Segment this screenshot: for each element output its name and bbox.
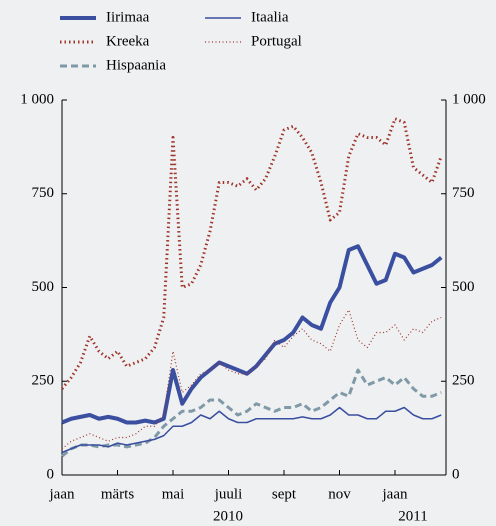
x-tick-label: märts <box>101 486 134 502</box>
series-line <box>61 368 442 458</box>
x-tick-label: jaan <box>382 486 408 502</box>
y2-tick-label: 750 <box>452 185 475 201</box>
x-tick-label: nov <box>328 486 351 502</box>
x-tick-label: sept <box>272 486 297 502</box>
y-tick-label: 0 <box>47 466 55 482</box>
y-tick-label: 250 <box>32 373 55 389</box>
year-label: 2011 <box>398 508 427 524</box>
x-tick-label: mai <box>162 486 185 502</box>
y-tick-label: 750 <box>32 185 55 201</box>
series-line <box>61 244 443 425</box>
legend-label: Portugal <box>251 33 302 49</box>
y2-tick-label: 0 <box>452 466 460 482</box>
x-tick-label: jaan <box>49 486 75 502</box>
series-line <box>61 406 442 454</box>
y-tick-label: 1 000 <box>20 91 54 107</box>
series-line <box>60 117 443 390</box>
legend-label: Hispaania <box>106 57 166 73</box>
y2-tick-label: 1 000 <box>452 91 486 107</box>
legend-label: Itaalia <box>251 9 289 25</box>
year-label: 2010 <box>213 508 243 524</box>
y2-tick-label: 500 <box>452 279 475 295</box>
series-line <box>61 309 442 450</box>
y2-tick-label: 250 <box>452 373 475 389</box>
legend-label: Kreeka <box>106 33 150 49</box>
x-tick-label: juuli <box>214 486 243 502</box>
legend-label: Iirimaa <box>106 9 150 25</box>
y-tick-label: 500 <box>32 279 55 295</box>
